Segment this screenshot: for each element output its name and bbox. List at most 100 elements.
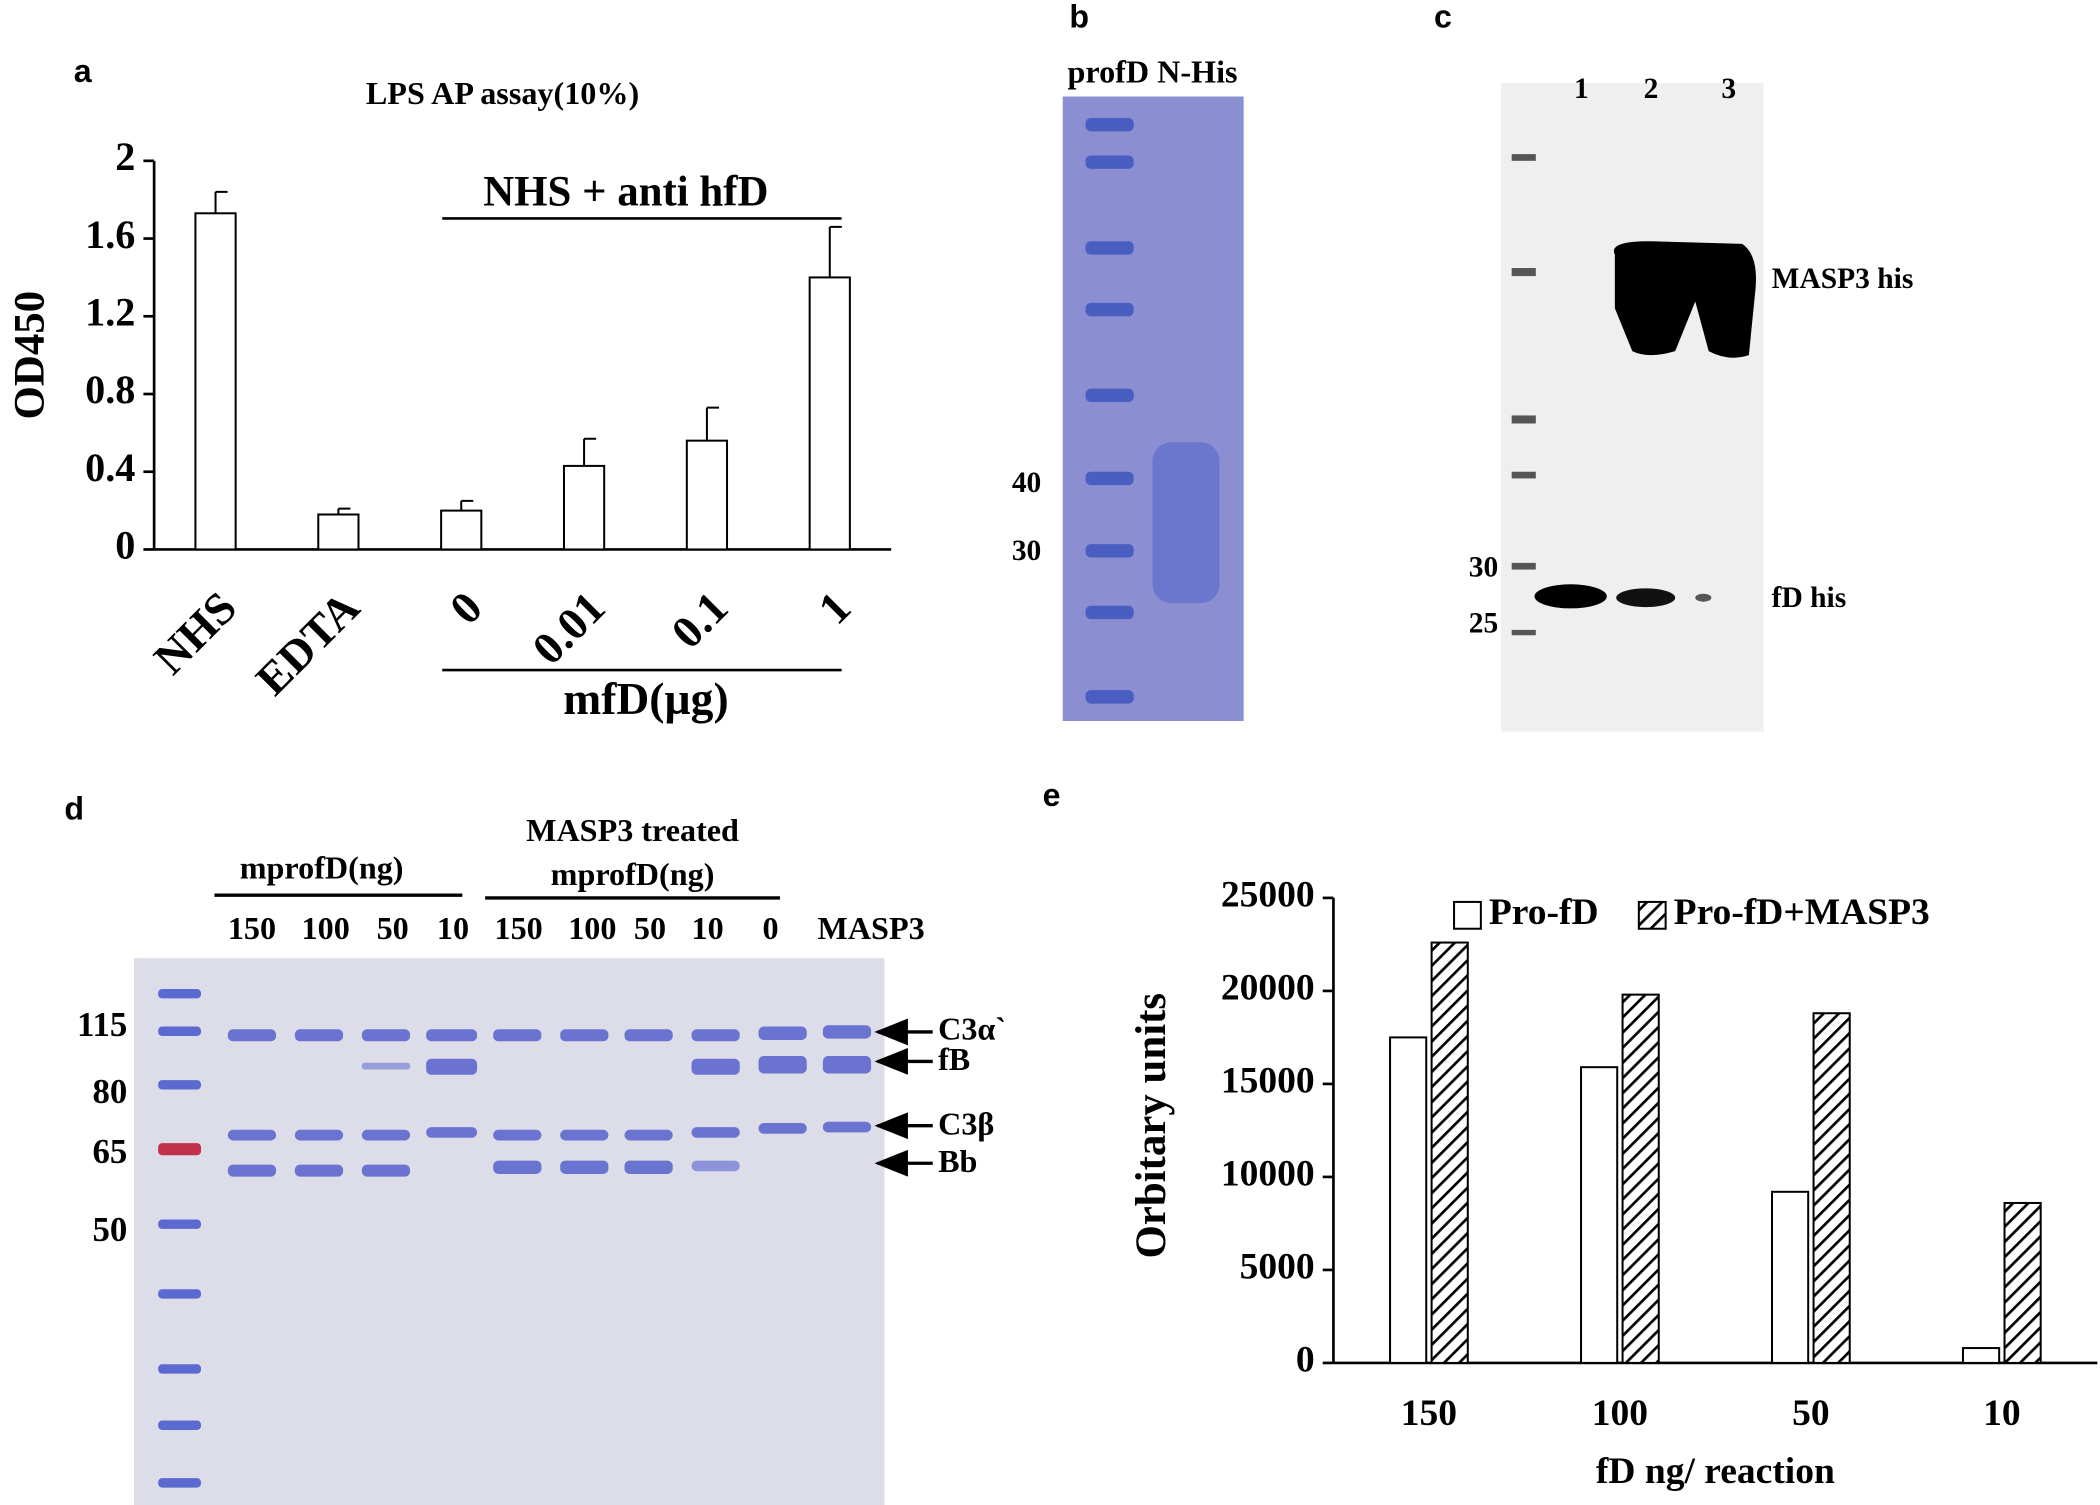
error-bar bbox=[460, 499, 474, 511]
group-label: mprofD(ng) bbox=[551, 856, 715, 892]
bar bbox=[194, 212, 237, 551]
marker-label: 30 bbox=[1469, 551, 1498, 583]
x-tick-label: NHS bbox=[144, 581, 246, 683]
lane-label: 0 bbox=[763, 910, 779, 946]
lane-label: 10 bbox=[437, 910, 469, 946]
bar bbox=[1389, 1036, 1428, 1364]
blot-image bbox=[1500, 83, 1764, 732]
band bbox=[1613, 241, 1756, 358]
y-tick-label: 10000 bbox=[1221, 1154, 1315, 1195]
panel-letter: b bbox=[1069, 0, 1089, 34]
lane-label: 150 bbox=[495, 910, 543, 946]
bar bbox=[317, 513, 360, 551]
bar bbox=[2003, 1201, 2042, 1364]
ladder bbox=[158, 989, 202, 1488]
panel-letter: d bbox=[64, 790, 84, 826]
y-tick-label: 0.4 bbox=[85, 445, 135, 490]
y-tick-label: 25000 bbox=[1221, 875, 1315, 916]
y-tick-label: 0 bbox=[115, 523, 135, 568]
lane-label: 2 bbox=[1644, 73, 1659, 105]
chart-title: LPS AP assay(10%) bbox=[366, 75, 639, 111]
band-label: fB bbox=[938, 1041, 970, 1077]
bar bbox=[1961, 1347, 2001, 1364]
bar bbox=[1621, 993, 1660, 1364]
blot-c: c 1 2 3 30 25 MASP3 his fD his bbox=[1434, 0, 1913, 732]
band bbox=[1534, 584, 1607, 609]
band-label: C3β bbox=[938, 1105, 994, 1141]
y-tick-label: 2 bbox=[115, 134, 135, 179]
panel-letter: e bbox=[1043, 777, 1061, 813]
y-axis-label: OD450 bbox=[6, 291, 53, 420]
x-tick-label: 0 bbox=[440, 581, 492, 633]
bar bbox=[1812, 1012, 1851, 1364]
gel-image bbox=[1062, 96, 1244, 722]
panel-letter: c bbox=[1434, 0, 1452, 34]
band-arrows bbox=[874, 1018, 933, 1177]
gel-d: d mprofD(ng) MASP3 treated mprofD(ng) 15… bbox=[64, 790, 1006, 1505]
error-bar bbox=[583, 437, 597, 466]
group-label: mfD(µg) bbox=[563, 673, 728, 724]
x-tick-label: 50 bbox=[1792, 1393, 1830, 1434]
band-label: MASP3 his bbox=[1772, 263, 1914, 295]
y-axis-label: Orbitary units bbox=[1128, 993, 1175, 1259]
marker-label: 115 bbox=[77, 1005, 127, 1044]
bar bbox=[808, 276, 851, 551]
gel-image bbox=[134, 958, 885, 1505]
lane-label: 50 bbox=[377, 910, 409, 946]
lane-label: 1 bbox=[1574, 73, 1589, 105]
lane-label: MASP3 bbox=[817, 910, 924, 946]
gel-header: profD N-His bbox=[1068, 53, 1238, 89]
x-tick-label: 100 bbox=[1592, 1393, 1648, 1434]
error-bar bbox=[705, 406, 719, 441]
lane-label: 100 bbox=[568, 910, 616, 946]
lane-label: 100 bbox=[302, 910, 350, 946]
lane-label: 10 bbox=[692, 910, 724, 946]
band bbox=[1616, 588, 1676, 608]
lane-label: 150 bbox=[228, 910, 276, 946]
marker-label: 40 bbox=[1012, 467, 1041, 499]
bar bbox=[1430, 941, 1469, 1364]
annotation: NHS + anti hfD bbox=[483, 169, 768, 216]
smear bbox=[1152, 442, 1220, 604]
lane-label: 3 bbox=[1721, 73, 1736, 105]
band bbox=[1695, 593, 1712, 602]
gel-bands bbox=[227, 1025, 872, 1177]
y-tick-label: 5000 bbox=[1240, 1247, 1315, 1288]
x-tick-label: EDTA bbox=[246, 581, 369, 704]
y-tick-label: 0 bbox=[1296, 1340, 1315, 1381]
marker-label: 25 bbox=[1469, 608, 1498, 640]
ladder bbox=[1085, 117, 1134, 704]
bar bbox=[685, 439, 729, 551]
x-tick-label: 1 bbox=[808, 581, 860, 633]
legend-swatch bbox=[1453, 900, 1482, 930]
bar bbox=[440, 509, 483, 551]
bar bbox=[562, 464, 606, 551]
group-label: MASP3 treated bbox=[526, 812, 739, 848]
panel-letter: a bbox=[74, 53, 93, 89]
y-tick-label: 1.6 bbox=[85, 212, 135, 257]
x-tick-label: 0.01 bbox=[522, 581, 614, 673]
x-tick-label: 0.1 bbox=[661, 581, 737, 657]
bar bbox=[1580, 1066, 1619, 1364]
band-label: Bb bbox=[938, 1143, 977, 1179]
band-label: fD his bbox=[1772, 582, 1847, 614]
error-bar bbox=[828, 225, 842, 278]
y-tick-label: 20000 bbox=[1221, 968, 1315, 1009]
gel-b: b profD N-His 40 30 bbox=[1012, 0, 1244, 722]
y-tick-label: 0.8 bbox=[85, 367, 135, 412]
marker-label: 80 bbox=[92, 1072, 127, 1111]
group-label: mprofD(ng) bbox=[240, 849, 404, 885]
x-tick-label: 150 bbox=[1401, 1393, 1457, 1434]
legend-label: Pro-fD bbox=[1489, 892, 1599, 933]
error-bar bbox=[214, 190, 228, 214]
y-tick-label: 15000 bbox=[1221, 1061, 1315, 1102]
legend-swatch bbox=[1637, 900, 1667, 930]
legend-label: Pro-fD+MASP3 bbox=[1674, 892, 1930, 933]
error-bar bbox=[337, 507, 351, 515]
ladder bbox=[1511, 154, 1536, 636]
x-axis-label: fD ng/ reaction bbox=[1596, 1451, 1835, 1492]
y-tick-label: 1.2 bbox=[85, 290, 135, 335]
band-label: C3α` bbox=[938, 1010, 1006, 1046]
marker-label: 30 bbox=[1012, 535, 1041, 567]
